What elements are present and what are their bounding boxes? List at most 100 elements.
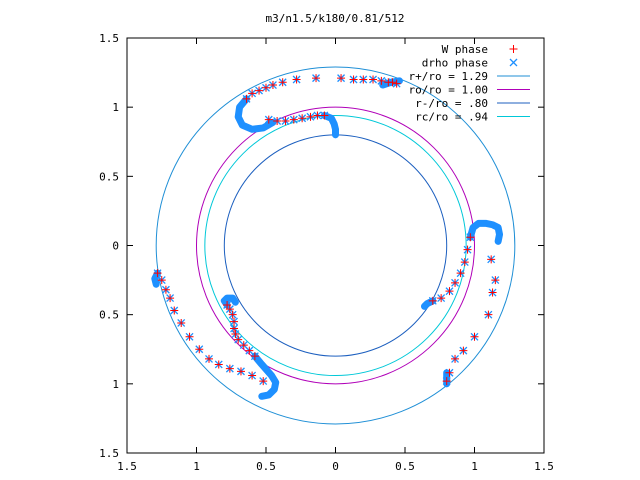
w-point — [239, 341, 248, 350]
drho-dense-arc — [234, 95, 277, 133]
w-point — [456, 269, 465, 278]
w-point — [161, 285, 170, 294]
w-point — [170, 306, 179, 315]
w-point — [185, 332, 194, 341]
w-point — [377, 76, 386, 85]
chart-title: m3/n1.5/k180/0.81/512 — [265, 12, 404, 25]
w-point — [313, 111, 322, 120]
w-point — [312, 74, 321, 83]
w-point — [442, 377, 451, 386]
w-point — [491, 276, 500, 285]
w-point — [231, 330, 240, 339]
x-tick-label: 1.5 — [117, 460, 137, 473]
drho-dense-arc — [466, 219, 504, 245]
w-point — [225, 364, 234, 373]
drho-dense-arc — [251, 352, 280, 400]
w-point — [262, 83, 270, 92]
w-point — [392, 79, 401, 88]
x-tick-label: 1 — [471, 460, 478, 473]
w-point — [245, 346, 254, 355]
legend-label: W phase — [442, 43, 488, 56]
w-point — [445, 368, 454, 377]
x-tick-label: 0.5 — [256, 460, 276, 473]
w-point — [242, 94, 251, 103]
y-tick-label: 1.5 — [99, 447, 119, 460]
w-point — [451, 278, 460, 287]
legend-marker-cross — [509, 58, 518, 67]
w-point — [292, 75, 301, 84]
w-point — [466, 233, 475, 242]
w-point — [459, 346, 468, 355]
w-point — [223, 300, 232, 309]
data-series — [151, 74, 504, 400]
y-tick-label: 0.5 — [99, 170, 119, 183]
radius-circle-roro — [196, 106, 475, 385]
w-point — [306, 112, 315, 121]
drho-dense-arc — [320, 111, 339, 139]
y-tick-label: 0 — [112, 240, 119, 253]
legend-label: r-/ro = .80 — [415, 97, 488, 110]
w-point — [228, 310, 237, 319]
w-point — [205, 354, 214, 363]
w-point — [259, 377, 268, 386]
x-tick-label: 0.5 — [395, 460, 415, 473]
radius-circle-rcro — [204, 114, 467, 377]
w-point — [273, 117, 282, 125]
y-tick-label: 1 — [112, 378, 119, 391]
legend-label: r+/ro = 1.29 — [409, 70, 488, 83]
w-point — [289, 115, 298, 124]
w-point — [437, 294, 446, 303]
w-point — [369, 75, 378, 84]
w-point — [268, 81, 277, 90]
x-tick-label: 1 — [193, 460, 200, 473]
drho-dense-arc — [420, 297, 437, 310]
w-point — [281, 117, 290, 125]
w-point — [157, 276, 166, 285]
w-point — [230, 317, 239, 326]
w-point — [451, 354, 460, 363]
w-point — [445, 287, 454, 296]
w-point — [278, 78, 287, 87]
w-point — [214, 360, 223, 369]
legend-label: ro/ro = 1.00 — [409, 84, 488, 97]
w-point — [460, 258, 469, 267]
w-point — [234, 335, 243, 344]
w-point — [264, 115, 273, 124]
legend-marker-plus — [509, 45, 518, 53]
radius-circles — [155, 66, 516, 425]
radius-circle-rro — [155, 66, 516, 425]
w-point — [166, 294, 175, 303]
w-point — [298, 114, 307, 123]
w-point — [463, 245, 472, 254]
w-point — [320, 111, 329, 120]
w-point — [230, 324, 239, 333]
w-point — [470, 332, 479, 341]
w-point — [195, 345, 204, 354]
w-point — [484, 310, 493, 319]
legend-label: drho phase — [422, 57, 488, 70]
w-point — [388, 78, 397, 87]
x-tick-label: 1.5 — [534, 460, 554, 473]
w-point — [487, 255, 496, 264]
y-tick-label: 1.5 — [99, 32, 119, 45]
w-point — [488, 288, 497, 297]
w-point — [153, 269, 162, 278]
y-tick-label: 0.5 — [99, 309, 119, 322]
w-point — [255, 86, 264, 95]
w-point — [250, 352, 259, 361]
w-point — [236, 367, 245, 376]
w-point — [428, 296, 437, 305]
w-point — [225, 305, 234, 314]
w-point — [359, 75, 368, 84]
w-point — [337, 74, 346, 83]
x-tick-label: 0 — [332, 460, 339, 473]
w-point — [177, 318, 186, 327]
radius-circle-rro — [223, 134, 448, 357]
w-point — [248, 89, 257, 98]
axis-ticks: 1.5 1 0.5 0 0.5 1 1.51.510.500.511.5 — [99, 32, 554, 473]
w-point — [349, 75, 358, 84]
legend-label: rc/ro = .94 — [415, 111, 488, 124]
w-point — [248, 371, 257, 380]
